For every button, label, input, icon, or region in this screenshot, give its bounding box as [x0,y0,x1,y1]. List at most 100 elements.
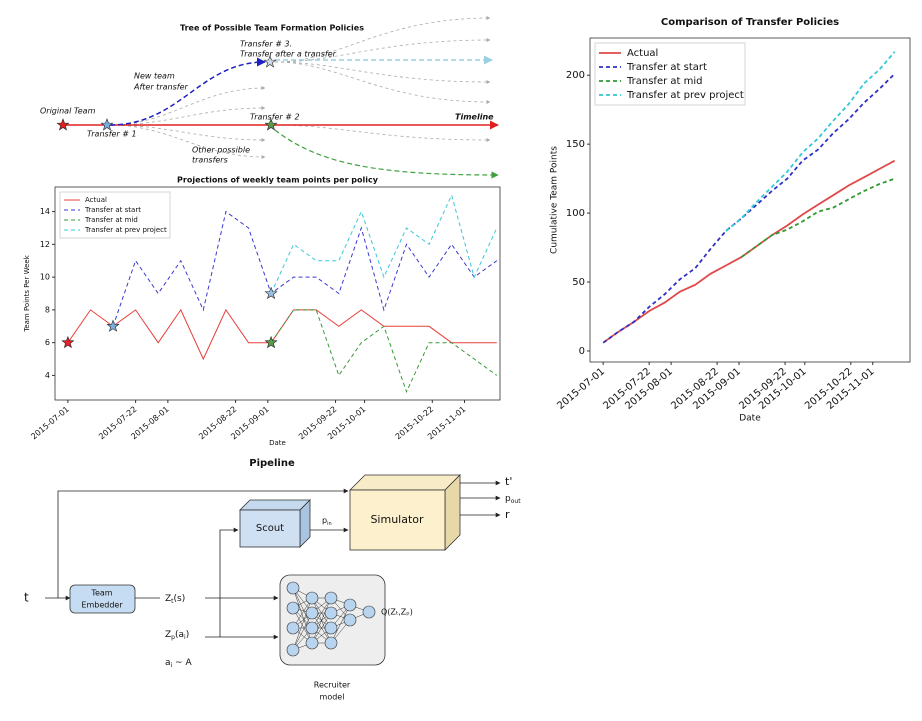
start-marker [264,286,278,300]
neuron [343,598,357,612]
neuron [324,606,338,620]
sub: in [327,521,332,527]
star [264,118,278,131]
output: t' [505,475,512,488]
sym: ) [186,630,190,640]
edge [311,597,332,644]
label: Transfer # 1 [87,130,137,139]
recruiter: Recruiter [314,681,351,690]
label: Transfer # 2 [250,113,300,122]
edge [292,612,313,651]
edge [292,587,313,629]
edge [292,597,313,651]
q-value: Q(Zₜ,Zₚ) [381,608,413,617]
y-tick-label: 8 [45,305,50,314]
embedder-box [69,584,136,614]
y-tick-label: 4 [45,371,50,380]
line [67,308,497,361]
star [263,55,277,68]
star [56,118,70,131]
y-axis-label: Team Points Per Week [23,254,31,332]
y-tick-label: 150 [566,139,585,150]
scout: Scout [256,523,284,534]
neuron [305,591,319,605]
plot-area [589,37,911,363]
neuron [305,636,319,650]
label: New team [134,72,175,81]
label: Original Team [40,107,96,116]
x-axis-label: Date [269,439,286,447]
y-tick-label: 50 [572,277,585,288]
y-tick-label: 10 [40,273,50,282]
label: transfers [192,156,228,165]
scout-box [239,499,311,548]
chart-title: Comparison of Transfer Policies [661,17,839,28]
zp: Zp(ai) [165,630,189,641]
tree: Tree of Possible Team Formation Policies… [40,16,499,179]
neuron [286,581,300,595]
line [270,193,498,294]
tree-title: Tree of Possible Team Formation Policies [180,24,364,33]
x-axis-label: Date [739,414,761,424]
legend-label: Transfer at mid [626,76,702,87]
neuron [362,605,376,619]
sym: ~ A [172,658,192,668]
neuron [286,643,300,657]
embedder: Embedder [81,601,123,610]
sym: (a [175,630,184,640]
ai: ai ~ A [165,658,192,669]
edge [292,607,313,644]
sub: out [511,498,521,505]
zt: Zt(s) [165,594,185,605]
network [286,581,376,657]
legend-label: Transfer at start [84,206,141,214]
x-tick-label: 2015-07-01 [555,366,607,412]
neuron [324,591,338,605]
p-in: pin [322,516,332,527]
neuron [286,601,300,615]
sym: p [322,516,327,525]
output: pout [505,494,521,505]
neuron [305,621,319,635]
start-marker [106,319,120,332]
y-tick-label: 12 [40,240,50,249]
line [112,210,498,327]
y-tick-label: 14 [40,207,50,216]
label: Transfer after a transfer [240,50,337,59]
legend-label: Actual [627,48,658,59]
y-tick-label: 0 [579,346,585,357]
branch [109,57,266,126]
edge [292,587,313,644]
neuron [305,606,319,620]
pipeline-title: Pipeline [249,458,295,469]
legend-label: Transfer at mid [84,216,138,224]
y-tick-label: 6 [45,338,50,347]
legend-label: Transfer at prev project [626,90,744,101]
simulator: Simulator [370,513,424,526]
line [270,309,498,394]
label: Timeline [455,113,494,122]
star [100,118,114,131]
sub: p [171,634,175,641]
line [602,73,896,344]
edge [330,604,351,644]
sub: i [171,662,173,669]
legend-label: Transfer at prev project [84,226,167,234]
label: Other possible [192,146,250,155]
output: r [505,508,510,521]
chart-title: Projections of weekly team points per po… [177,176,379,185]
neuron [343,613,357,627]
sym: p [505,494,511,504]
pipeline: Pipeline Simulator Scout Team [24,458,521,702]
legend-label: Actual [85,196,107,204]
start-marker [61,335,75,349]
input: t [24,591,29,605]
sym: Z [165,630,171,640]
sub: i [184,634,186,641]
y-tick-label: 100 [566,208,585,219]
label: After transfer [133,83,188,92]
sym: Z [165,594,171,604]
sym: (s) [174,594,186,604]
branch [274,129,499,179]
line [725,51,896,232]
